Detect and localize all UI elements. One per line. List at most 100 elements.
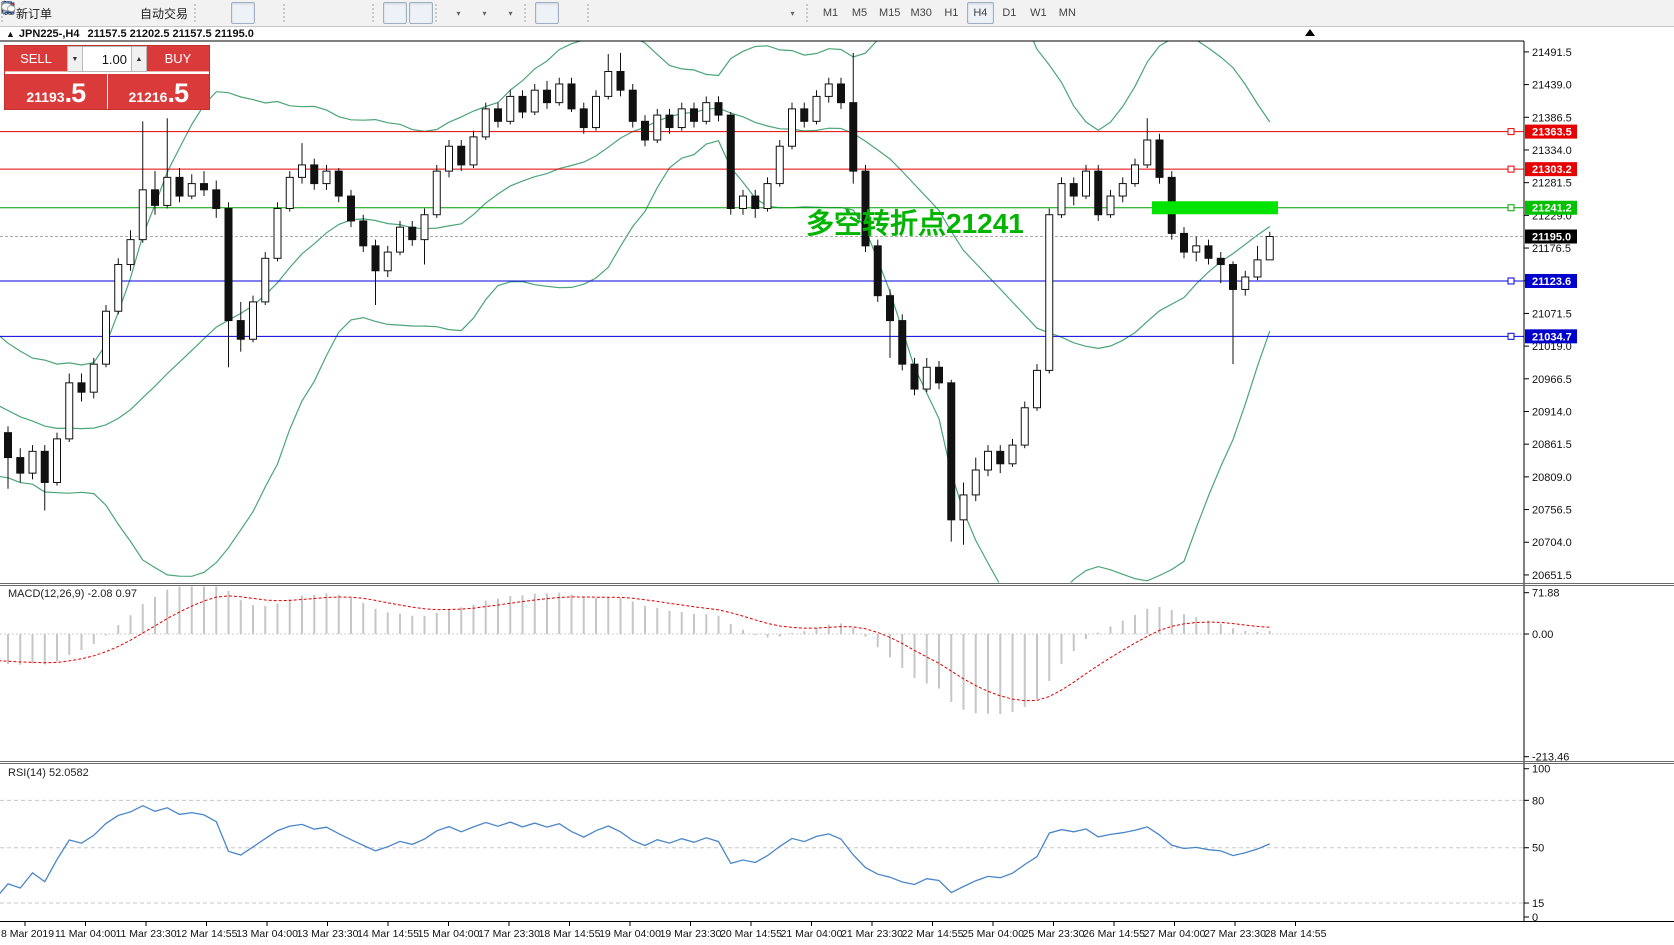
candle-body — [837, 83, 845, 104]
candle-body — [77, 382, 86, 393]
timeframe-mn-button[interactable]: MN — [1054, 2, 1081, 24]
volume-down-button[interactable]: ▼ — [67, 46, 83, 72]
rsi-indicator-label: RSI(14) 52.0582 — [8, 767, 89, 779]
signals-button[interactable] — [1, 2, 134, 24]
rsi-tick-label: 100 — [1532, 764, 1550, 776]
price-badge-label: 21241.2 — [1532, 203, 1572, 215]
zoom-in-button[interactable] — [1, 1, 318, 24]
line-end-marker[interactable] — [1507, 332, 1515, 340]
candle-body — [665, 114, 674, 129]
candle-body — [310, 164, 319, 185]
highlight-zone-rect[interactable] — [1152, 201, 1278, 215]
candle-body — [959, 494, 968, 521]
candle-body — [824, 83, 833, 97]
equidistant-channel-button[interactable]: E — [1, 2, 700, 24]
candle-body — [383, 251, 392, 272]
buy-price[interactable]: 21216 .5 — [107, 74, 209, 109]
sell-price[interactable]: 21193 .5 — [5, 74, 108, 109]
candle-body — [359, 220, 368, 247]
scroll-marker-icon[interactable] — [1305, 29, 1315, 36]
timeframe-h4-button[interactable]: H4 — [966, 2, 994, 24]
y-tick-label: 20966.5 — [1532, 374, 1572, 386]
timeframe-m15-button[interactable]: M15 — [875, 2, 904, 24]
time-tick-label: 28 Mar 14:55 — [1265, 928, 1327, 940]
candle-body — [739, 195, 747, 209]
candle-body — [1020, 407, 1029, 446]
candle-body — [371, 245, 380, 272]
text-label-button[interactable]: T — [1, 2, 778, 24]
collapse-triangle-icon[interactable]: ▲ — [6, 29, 15, 39]
community-button[interactable] — [3, 2, 108, 24]
price-badge-label: 21303.2 — [1532, 164, 1572, 176]
new-order-button[interactable]: 新订单 — [2, 1, 56, 24]
bar-chart-button[interactable] — [3, 2, 229, 24]
sell-button[interactable]: SELL — [5, 46, 67, 72]
y-tick-label: 21176.5 — [1532, 243, 1571, 255]
line-end-marker[interactable] — [1507, 277, 1515, 285]
macd-tick-label: 0.00 — [1532, 629, 1553, 641]
line-end-marker[interactable] — [1507, 204, 1515, 212]
buy-button[interactable]: BUY — [147, 46, 209, 72]
horizontal-lines: 21363.5 21303.2 21241.2 21123.6 21034.7 — [0, 124, 1577, 344]
text-button[interactable]: A — [4, 2, 752, 24]
candle-body — [628, 89, 637, 122]
candlestick-chart-button[interactable] — [2, 1, 256, 24]
timeframe-d1-button[interactable]: D1 — [996, 2, 1023, 24]
profiles-button[interactable] — [1, 2, 82, 24]
tile-windows-button[interactable] — [2, 2, 370, 24]
crosshair-button[interactable] — [1, 1, 585, 24]
candle-body — [1008, 444, 1017, 465]
candle-body — [1192, 245, 1201, 253]
chevron-down-icon: ▾ — [508, 8, 513, 18]
candle-body — [677, 108, 686, 129]
indicators-button[interactable]: ▾ — [1, 2, 470, 24]
arrows-button[interactable]: ▾ — [2, 2, 804, 24]
line-chart-button[interactable] — [1, 2, 281, 24]
trendline-button[interactable] — [2, 2, 674, 24]
search-button[interactable] — [1, 1, 1633, 24]
timeframe-w1-button[interactable]: W1 — [1025, 2, 1052, 24]
fibonacci-button[interactable]: F — [2, 2, 726, 24]
candle-body — [984, 450, 992, 471]
time-tick-label: 27 Mar 23:30 — [1204, 928, 1266, 940]
chart-shift-button[interactable] — [2, 2, 434, 24]
y-tick-label: 21019.0 — [1532, 341, 1572, 353]
candle-body — [249, 301, 257, 340]
chat-button[interactable] — [1, 2, 1665, 24]
candle-body — [788, 108, 796, 147]
timeframe-h1-button[interactable]: H1 — [938, 2, 965, 24]
line-end-marker[interactable] — [1507, 165, 1515, 173]
time-tick-label: 8 Mar 2019 — [1, 928, 54, 940]
macd-signal-line — [0, 595, 1270, 702]
line-end-marker[interactable] — [1507, 128, 1515, 136]
timeframe-m1-button[interactable]: M1 — [817, 2, 844, 24]
periods-button[interactable]: ▾ — [1, 1, 496, 24]
candle-body — [236, 320, 245, 340]
volume-up-button[interactable]: ▲ — [131, 46, 147, 72]
chart-annotation: 多空转折点21241 — [806, 208, 1024, 239]
candle-body — [1143, 139, 1152, 166]
volume-input[interactable] — [83, 46, 131, 72]
zoom-out-button[interactable] — [1, 1, 344, 24]
candle-body — [971, 469, 980, 496]
time-tick-label: 21 Mar 04:00 — [781, 928, 843, 940]
bollinger-upper-band — [0, 41, 1271, 366]
cursor-button[interactable] — [4, 0, 560, 24]
time-tick-label: 14 Mar 14:55 — [357, 928, 419, 940]
timeframe-m5-button[interactable]: M5 — [846, 2, 873, 24]
auto-scroll-button[interactable] — [2, 2, 408, 24]
vertical-line-button[interactable] — [6, 1, 622, 24]
templates-button[interactable]: ▾ — [1, 2, 522, 24]
candle-body — [224, 207, 233, 322]
candle-body — [151, 189, 159, 206]
candle-body — [849, 102, 858, 172]
timeframe-m30-button[interactable]: M30 — [906, 2, 935, 24]
price-badge — [1525, 273, 1577, 288]
autotrading-button[interactable]: 自动交易 — [1, 1, 192, 24]
horizontal-line-button[interactable] — [1, 2, 648, 24]
candle-body — [187, 183, 196, 197]
candle-body — [175, 176, 184, 197]
rsi-tick-label: 15 — [1532, 898, 1544, 910]
candle-body — [1118, 183, 1127, 197]
bollinger-lower-band — [0, 139, 1271, 583]
